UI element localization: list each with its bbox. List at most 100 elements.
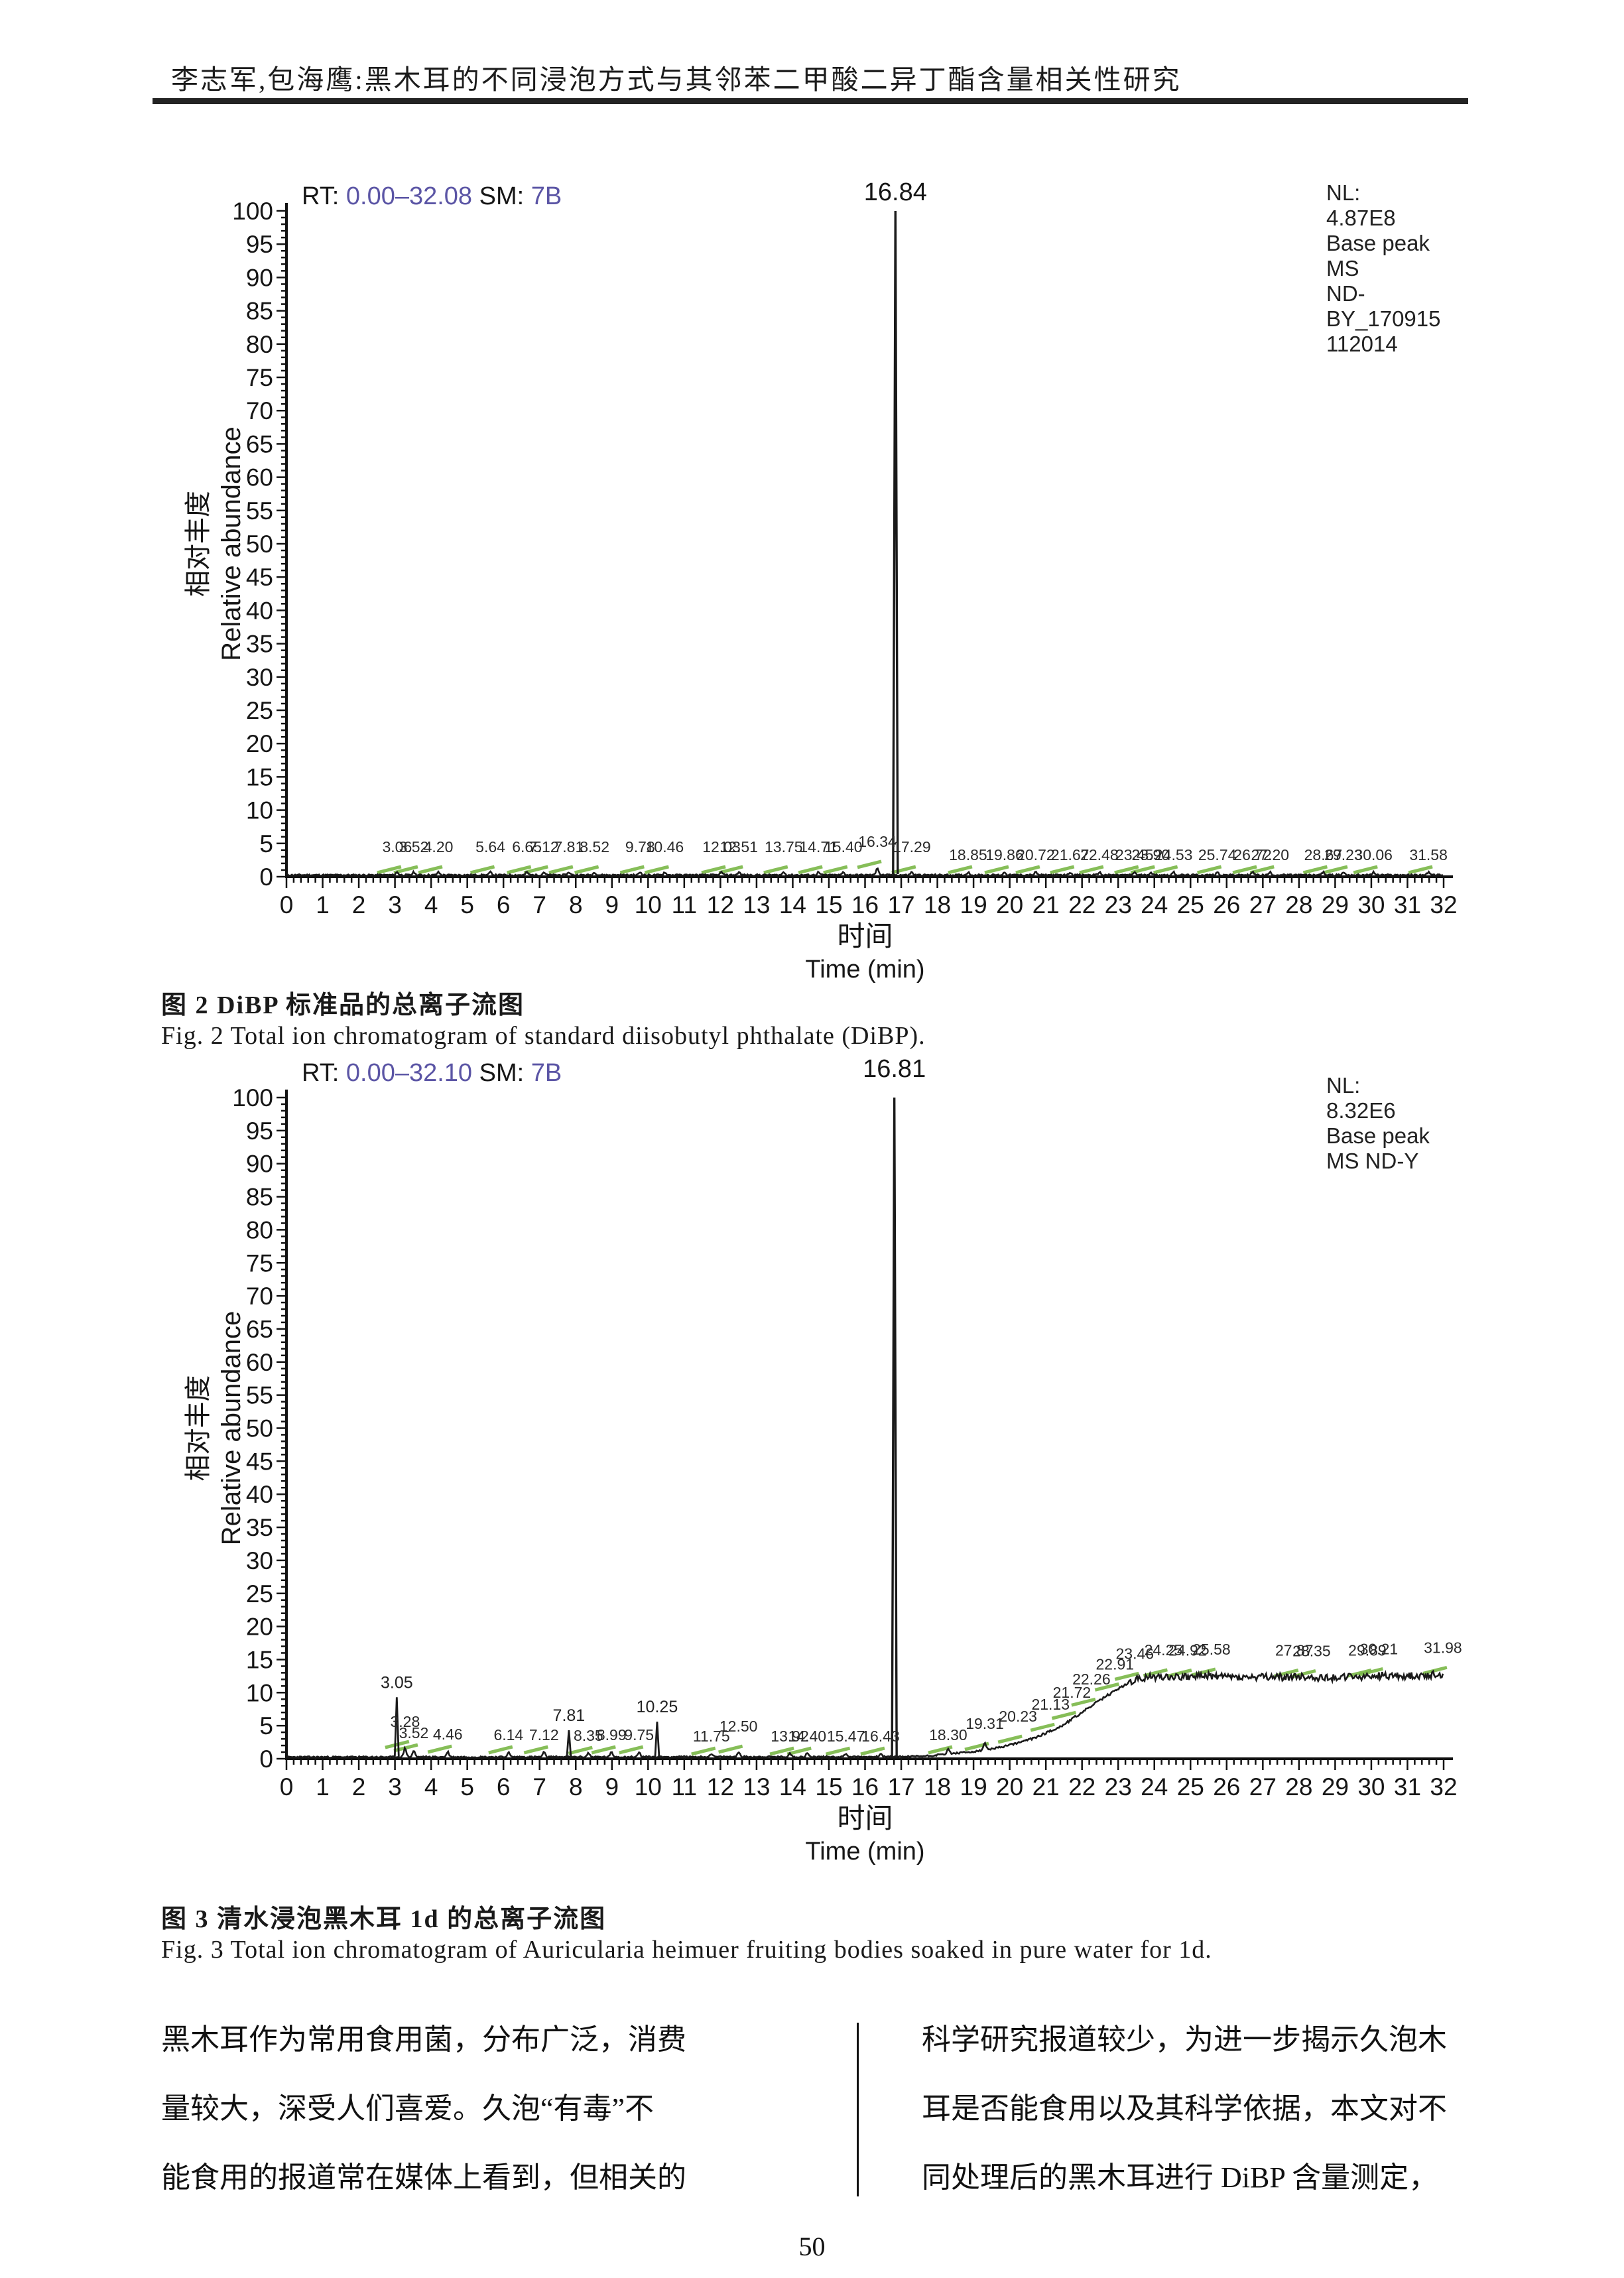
minor-peak-label: 4.46 (433, 1726, 463, 1743)
integration-mark (619, 865, 645, 875)
x-tick-label: 19 (960, 891, 987, 918)
integration-mark (701, 865, 726, 875)
minor-peak-label: 28.67 (1304, 846, 1343, 863)
y-tick-label: 90 (246, 1151, 273, 1178)
integration-mark (1353, 865, 1378, 875)
nl-line: NL: (1326, 180, 1360, 205)
y-tick-label: 20 (246, 730, 273, 757)
y-tick-label: 45 (246, 1448, 273, 1475)
y-tick-label: 75 (246, 1249, 273, 1277)
x-tick-label: 2 (352, 1773, 366, 1801)
body-line: 量较大，深受人们喜爱。久泡“有毒”不 (161, 2092, 655, 2125)
minor-peak-label: 3.28 (390, 1713, 420, 1730)
x-tick-label: 22 (1068, 891, 1095, 918)
main-peak (892, 210, 899, 874)
x-tick-label: 24 (1141, 891, 1168, 918)
x-tick-label: 21 (1032, 891, 1060, 918)
y-axis-title-cn: 相对丰度 (184, 491, 213, 597)
x-tick-label: 5 (460, 891, 474, 918)
integration-mark (1114, 865, 1139, 875)
minor-peak-label: 19.31 (966, 1715, 1004, 1732)
x-tick-label: 27 (1249, 1773, 1277, 1801)
page-number: 50 (798, 2232, 826, 2261)
integration-mark (1358, 1667, 1383, 1677)
x-tick-label: 5 (460, 1773, 474, 1801)
minor-peak-label: 20.23 (999, 1708, 1037, 1725)
y-tick-label: 5 (259, 1712, 273, 1740)
minor-peak-label: 7.12 (529, 838, 559, 855)
x-tick-label: 22 (1068, 1773, 1095, 1801)
x-tick-label: 7 (532, 1773, 546, 1801)
integration-mark (948, 865, 973, 875)
x-tick-label: 31 (1394, 891, 1421, 918)
minor-peak-label: 12.51 (719, 838, 758, 855)
minor-peak-label: 5.64 (475, 838, 505, 855)
y-tick-label: 30 (246, 1547, 273, 1574)
nl-line: 8.32E6 (1326, 1098, 1396, 1123)
x-tick-label: 7 (532, 891, 546, 918)
body-line: 同处理后的黑木耳进行 DiBP 含量测定， (922, 2161, 1438, 2194)
y-tick-label: 60 (246, 464, 273, 491)
integration-mark (591, 1745, 616, 1755)
integration-mark (997, 1734, 1023, 1744)
minor-peak-label: 21.72 (1053, 1684, 1092, 1701)
minor-peak-label: 21.13 (1031, 1696, 1070, 1713)
x-tick-label: 14 (779, 891, 806, 918)
y-tick-label: 0 (259, 1745, 273, 1773)
y-tick-label: 25 (246, 697, 273, 724)
nl-line: Base peak (1326, 231, 1430, 255)
minor-peak-label: 8.99 (597, 1726, 627, 1743)
main-peak-label: 16.81 (863, 1055, 926, 1083)
peak (654, 1722, 660, 1757)
chromatogram-trace (286, 1669, 1444, 1759)
integration-mark (548, 865, 574, 875)
y-tick-label: 75 (246, 364, 273, 391)
y-tick-label: 100 (232, 198, 273, 225)
minor-peak-label: 17.29 (893, 838, 931, 855)
integration-mark (1302, 865, 1328, 875)
x-tick-label: 28 (1285, 891, 1312, 918)
integration-mark (860, 1746, 885, 1756)
y-tick-label: 35 (246, 631, 273, 658)
x-tick-label: 19 (960, 1773, 987, 1801)
integration-mark (1408, 865, 1433, 875)
x-tick-label: 32 (1430, 891, 1457, 918)
x-tick-label: 16 (851, 1773, 879, 1801)
x-tick-label: 20 (996, 1773, 1023, 1801)
minor-peak-label: 27.20 (1251, 846, 1289, 863)
x-tick-label: 17 (887, 891, 914, 918)
minor-peak-label: 24.25 (1145, 1641, 1183, 1659)
y-tick-label: 40 (246, 1481, 273, 1508)
y-tick-label: 70 (246, 397, 273, 424)
minor-peak-label: 21.67 (1051, 846, 1090, 863)
minor-peak-label: 3.06 (382, 838, 412, 855)
x-axis-title-en: Time (min) (805, 956, 924, 983)
minor-peak-label: 7.81 (554, 838, 584, 855)
y-tick-label: 55 (246, 497, 273, 525)
integration-mark (1232, 865, 1257, 875)
minor-peak-label: 29.89 (1348, 1641, 1387, 1659)
y-tick-label: 95 (246, 1117, 273, 1145)
integration-mark (823, 865, 848, 875)
x-tick-label: 15 (815, 891, 842, 918)
y-tick-label: 30 (246, 664, 273, 691)
integration-mark (1114, 1671, 1139, 1681)
x-tick-label: 8 (569, 1773, 583, 1801)
minor-peak-label: 10.46 (646, 838, 684, 855)
y-tick-label: 50 (246, 531, 273, 558)
x-tick-label: 17 (887, 1773, 914, 1801)
integration-mark (507, 865, 532, 875)
integration-mark (1079, 865, 1104, 875)
x-tick-label: 6 (497, 1773, 511, 1801)
nl-line: ND- (1326, 281, 1365, 306)
body-line: 耳是否能食用以及其科学依据，本文对不 (922, 2092, 1447, 2125)
y-tick-label: 80 (246, 331, 273, 358)
y-tick-label: 0 (259, 863, 273, 891)
x-tick-label: 30 (1357, 891, 1385, 918)
minor-peak-label: 22.26 (1072, 1671, 1111, 1688)
minor-peak-label: 18.85 (949, 846, 987, 863)
integration-mark (1323, 865, 1348, 875)
y-tick-label: 45 (246, 564, 273, 591)
x-tick-label: 14 (779, 1773, 806, 1801)
